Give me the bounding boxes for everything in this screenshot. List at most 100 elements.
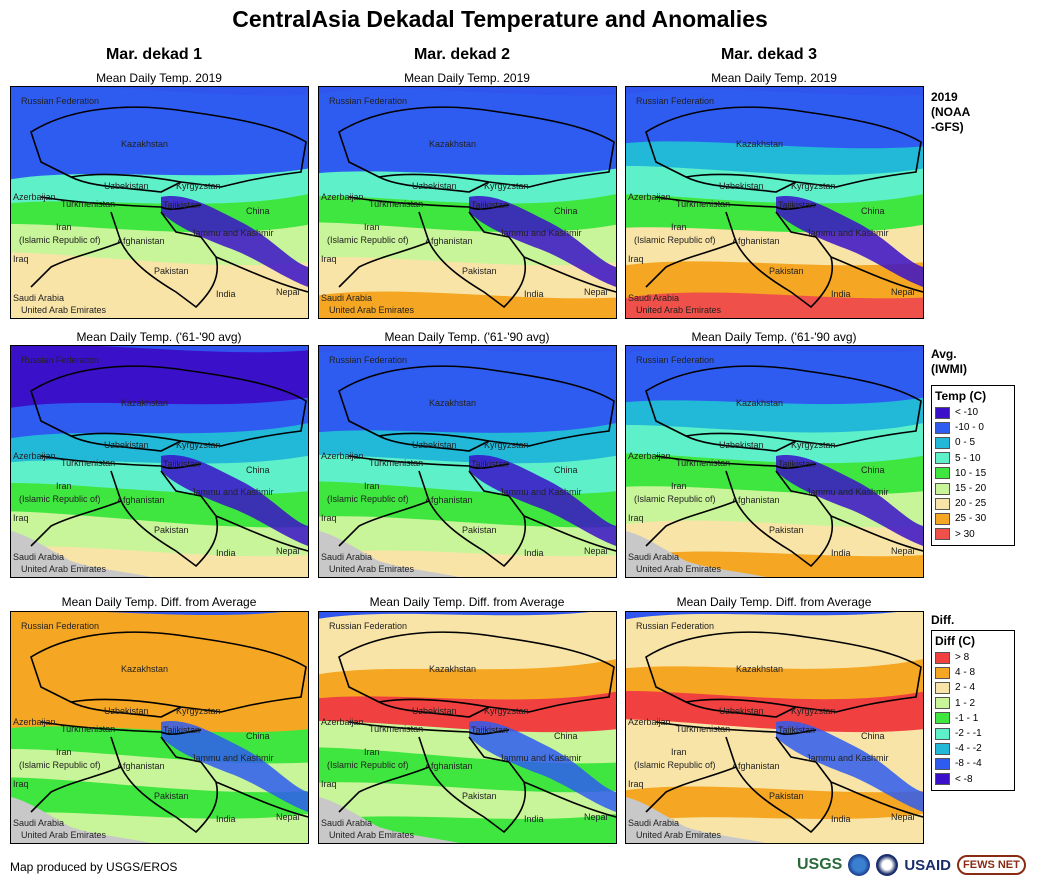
- column-heading-dekad-2: Mar. dekad 2: [413, 46, 511, 63]
- country-label: Afghanistan: [732, 495, 780, 505]
- country-label: (Islamic Republic of): [19, 235, 101, 245]
- country-border: [685, 176, 797, 193]
- country-label: Azerbaijan: [321, 192, 364, 202]
- panel-subtitle: Mean Daily Temp. Diff. from Average: [676, 595, 872, 609]
- no-data-mask: [319, 797, 459, 843]
- no-data-mask: [319, 531, 459, 577]
- legend-swatch: [935, 712, 950, 725]
- country-border: [30, 766, 122, 813]
- country-border: [775, 470, 817, 497]
- country-label: China: [861, 731, 885, 741]
- country-label: Turkmenistan: [369, 458, 423, 468]
- country-label: Kyrgyzstan: [791, 706, 836, 716]
- country-label: Iraq: [321, 254, 337, 264]
- country-label: Nepal: [891, 546, 915, 556]
- country-label: Turkmenistan: [676, 724, 730, 734]
- country-label: Kazakhstan: [121, 664, 168, 674]
- legend-swatch: [935, 406, 950, 419]
- country-border: [523, 781, 616, 818]
- legend-swatch: [935, 497, 950, 510]
- country-border: [378, 435, 490, 452]
- country-label: Turkmenistan: [61, 724, 115, 734]
- country-label: Iran: [56, 747, 72, 757]
- legend-label: 10 - 15: [955, 467, 987, 479]
- country-label: United Arab Emirates: [636, 830, 722, 840]
- country-label: Azerbaijan: [13, 192, 56, 202]
- legend-item: -1 - 1: [935, 711, 1014, 726]
- country-border: [70, 435, 182, 452]
- country-border: [70, 701, 182, 718]
- country-label: Afghanistan: [117, 236, 165, 246]
- country-border: [215, 781, 308, 818]
- country-label: Jammu and Kashmir: [499, 228, 582, 238]
- mountain-cold-zone: [776, 196, 923, 287]
- panel-subtitle: Mean Daily Temp. Diff. from Average: [61, 595, 257, 609]
- country-label: Uzbekistan: [412, 440, 457, 450]
- country-label: Iraq: [628, 513, 644, 523]
- country-label: Tajikistan: [778, 459, 815, 469]
- country-label: Afghanistan: [425, 236, 473, 246]
- mountain-cold-zone: [161, 721, 308, 812]
- map-panel: Russian Federation Kazakhstan Uzbekistan Ky…: [10, 345, 309, 578]
- temperature-band: [11, 287, 308, 318]
- country-label: Nepal: [584, 287, 608, 297]
- country-label: Nepal: [891, 812, 915, 822]
- country-border: [655, 455, 817, 469]
- country-label: Iraq: [321, 513, 337, 523]
- country-border: [160, 470, 202, 497]
- mountain-cold-zone: [469, 196, 616, 287]
- legend-swatch: [935, 482, 950, 495]
- legend-label: -2 - -1: [955, 728, 982, 740]
- country-label: Kyrgyzstan: [176, 440, 221, 450]
- country-border: [378, 701, 490, 718]
- country-label: Azerbaijan: [321, 717, 364, 727]
- country-label: India: [831, 814, 851, 824]
- country-label: India: [216, 814, 236, 824]
- country-label: China: [554, 206, 578, 216]
- country-label: Jammu and Kashmir: [499, 753, 582, 763]
- country-label: Iraq: [13, 779, 29, 789]
- legend-swatch: [935, 697, 950, 710]
- country-label: Saudi Arabia: [628, 818, 679, 828]
- country-label: Afghanistan: [425, 761, 473, 771]
- country-label: Kazakhstan: [429, 398, 476, 408]
- country-label: Kazakhstan: [121, 398, 168, 408]
- country-label: China: [861, 465, 885, 475]
- country-border: [685, 435, 797, 452]
- country-border: [468, 470, 510, 497]
- legend-swatch: [935, 452, 950, 465]
- legend-item: < -10: [935, 405, 1014, 420]
- panel-subtitle: Mean Daily Temp. Diff. from Average: [369, 595, 565, 609]
- country-label: Iraq: [628, 254, 644, 264]
- country-label: (Islamic Republic of): [19, 760, 101, 770]
- country-label: Iran: [671, 747, 687, 757]
- mountain-cold-zone: [776, 721, 923, 812]
- legend-label: 1 - 2: [955, 697, 976, 709]
- country-border: [30, 631, 307, 713]
- country-label: India: [216, 548, 236, 558]
- legend-swatch: [935, 757, 950, 770]
- map-panel: Russian Federation Kazakhstan Uzbekistan Ky…: [625, 86, 924, 319]
- legend-swatch: [935, 512, 950, 525]
- country-label: Turkmenistan: [676, 199, 730, 209]
- country-label: Pakistan: [154, 791, 189, 801]
- country-label: Kazakhstan: [736, 398, 783, 408]
- panel-subtitle: Mean Daily Temp. 2019: [96, 71, 222, 85]
- country-label: Russian Federation: [636, 355, 714, 365]
- country-label: Iraq: [13, 513, 29, 523]
- country-label: Turkmenistan: [61, 458, 115, 468]
- country-label: (Islamic Republic of): [634, 494, 716, 504]
- country-border: [725, 211, 833, 309]
- country-label: Azerbaijan: [321, 451, 364, 461]
- legend-swatch: [935, 773, 950, 786]
- temp-legend: Temp (C) < -10 -10 - 0 0 - 5 5 - 10 10 - 15 1…: [931, 385, 1015, 546]
- fews-net-logo: FEWS NET: [957, 855, 1026, 875]
- country-label: Tajikistan: [471, 725, 508, 735]
- row-label-diff: Diff.: [931, 613, 955, 627]
- panel-subtitle: Mean Daily Temp. ('61-'90 avg): [691, 330, 857, 344]
- country-label: China: [554, 731, 578, 741]
- country-label: Kazakhstan: [429, 664, 476, 674]
- mountain-cold-zone: [776, 455, 923, 546]
- country-label: Nepal: [584, 546, 608, 556]
- legend-swatch: [935, 421, 950, 434]
